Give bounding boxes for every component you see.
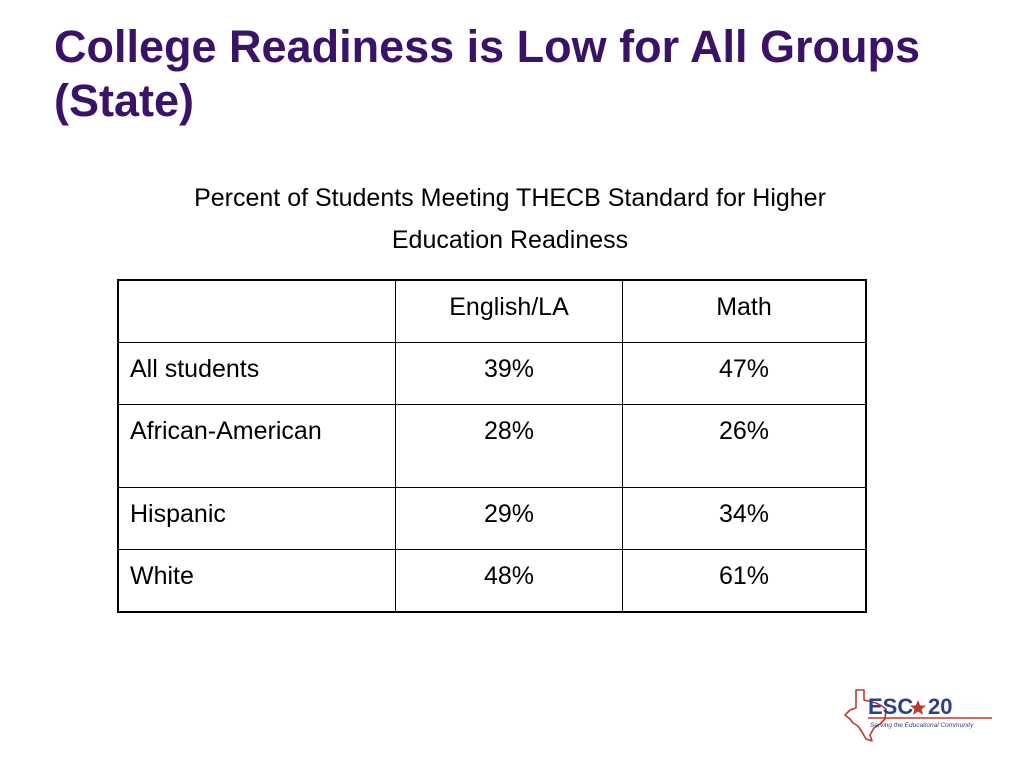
table-row: Hispanic 29% 34%	[118, 487, 866, 550]
table-caption: Percent of Students Meeting THECB Standa…	[100, 177, 920, 261]
readiness-table: English/LA Math All students 39% 47% Afr…	[117, 279, 867, 613]
row-group-label: White	[118, 549, 396, 612]
math-value: 34%	[622, 487, 866, 550]
math-value: 61%	[622, 549, 866, 612]
english-value: 28%	[395, 404, 623, 488]
row-group-label: All students	[118, 342, 396, 405]
table-caption-line-1: Percent of Students Meeting THECB Standa…	[194, 184, 826, 212]
english-value: 48%	[395, 549, 623, 612]
row-group-label: Hispanic	[118, 487, 396, 550]
row-group-label: African-American	[118, 404, 396, 488]
logo-name: ESC	[868, 694, 913, 719]
texas-outline-icon	[844, 689, 887, 742]
header-cell-empty	[118, 280, 396, 343]
table-row: African-American 28% 26%	[118, 404, 866, 488]
math-value: 26%	[622, 404, 866, 488]
esc20-logo: ESC 20 Serving the Educational Community	[844, 689, 992, 742]
logo-number: 20	[928, 694, 952, 719]
table-caption-line-2: Education Readiness	[391, 226, 629, 254]
table-row: All students 39% 47%	[118, 342, 866, 405]
english-value: 29%	[395, 487, 623, 550]
table-header-row: English/LA Math	[118, 280, 866, 343]
english-value: 39%	[395, 342, 623, 405]
slide-title: College Readiness is Low for All Groups …	[54, 21, 920, 126]
table-row: White 48% 61%	[118, 549, 866, 612]
math-value: 47%	[622, 342, 866, 405]
logo-tagline: Serving the Educational Community	[870, 722, 974, 729]
header-cell-english: English/LA	[395, 280, 623, 343]
star-icon	[910, 700, 926, 715]
header-cell-math: Math	[622, 280, 866, 343]
